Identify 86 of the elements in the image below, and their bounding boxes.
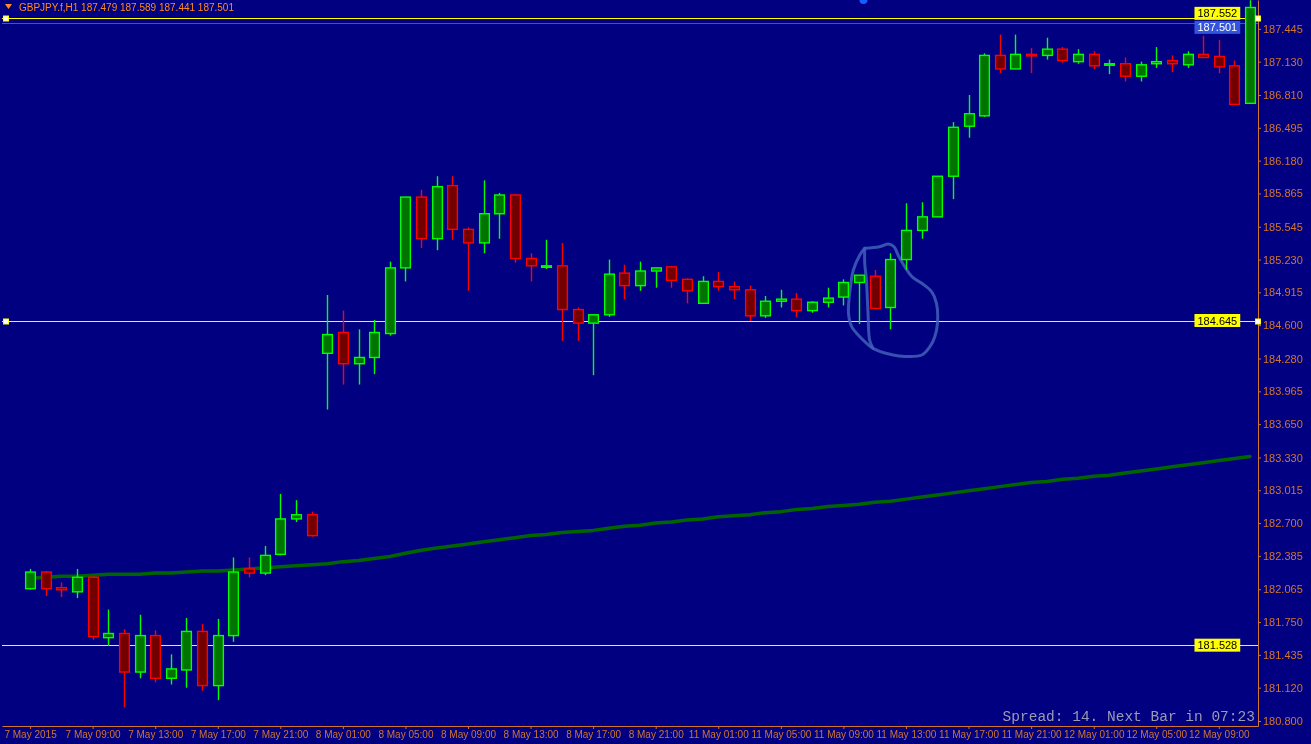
candlestick bbox=[697, 275, 710, 305]
ref-line-label: 187.552 bbox=[1197, 7, 1238, 20]
chart-title: GBPJPY.f,H1 187.479 187.589 187.441 187.501 bbox=[19, 2, 235, 13]
candlestick bbox=[822, 286, 835, 309]
y-tick-label: 183.015 bbox=[1263, 484, 1303, 497]
candlestick bbox=[650, 267, 663, 289]
x-tick-label: 7 May 21:00 bbox=[253, 729, 309, 741]
x-tick-label: 12 May 09:00 bbox=[1189, 729, 1251, 741]
y-tick-label: 184.915 bbox=[1263, 286, 1303, 299]
candlestick bbox=[540, 239, 553, 270]
x-tick-label: 7 May 13:00 bbox=[128, 729, 184, 741]
candlestick bbox=[259, 545, 272, 576]
ref-line-label: 181.528 bbox=[1197, 639, 1238, 652]
y-tick-label: 183.650 bbox=[1263, 418, 1303, 431]
y-tick-label: 182.385 bbox=[1263, 549, 1303, 562]
x-tick-label: 11 May 01:00 bbox=[688, 729, 750, 741]
x-tick-label: 7 May 17:00 bbox=[190, 729, 247, 741]
y-tick-label: 182.065 bbox=[1263, 583, 1303, 596]
y-tick-label: 184.280 bbox=[1263, 352, 1303, 365]
candlestick bbox=[1119, 56, 1132, 83]
y-tick-label: 181.435 bbox=[1263, 648, 1303, 661]
ref-line-label: 184.645 bbox=[1197, 314, 1238, 327]
candlestick bbox=[353, 328, 366, 386]
ref-line-label: 187.501 bbox=[1197, 21, 1238, 34]
candlestick bbox=[102, 608, 115, 647]
x-tick-label: 11 May 13:00 bbox=[876, 729, 937, 741]
y-tick-label: 185.865 bbox=[1263, 187, 1303, 200]
x-tick-label: 11 May 17:00 bbox=[939, 729, 1000, 741]
candlestick bbox=[994, 33, 1007, 74]
x-tick-label: 8 May 01:00 bbox=[315, 729, 372, 741]
candlestick bbox=[759, 295, 772, 319]
y-tick-label: 180.800 bbox=[1263, 715, 1303, 728]
candlestick bbox=[1025, 47, 1038, 74]
candlestick bbox=[40, 570, 53, 597]
y-tick-label: 187.445 bbox=[1263, 22, 1303, 35]
candlestick bbox=[618, 264, 631, 300]
candlestick bbox=[681, 277, 694, 305]
candlestick bbox=[462, 226, 475, 292]
candlestick bbox=[165, 653, 178, 686]
x-tick-label: 11 May 05:00 bbox=[751, 729, 812, 741]
y-tick-label: 187.130 bbox=[1263, 55, 1303, 68]
candlestick bbox=[572, 306, 585, 342]
y-tick-label: 185.230 bbox=[1263, 253, 1303, 266]
candlestick bbox=[963, 94, 976, 139]
candlestick bbox=[1197, 34, 1210, 59]
candlestick bbox=[1213, 39, 1226, 74]
y-tick-label: 184.600 bbox=[1263, 319, 1303, 332]
candlestick bbox=[306, 510, 319, 538]
y-tick-label: 181.750 bbox=[1263, 616, 1303, 629]
x-tick-label: 11 May 21:00 bbox=[1001, 729, 1062, 741]
candlestick bbox=[290, 499, 303, 523]
x-tick-label: 12 May 01:00 bbox=[1063, 729, 1125, 741]
x-tick-label: 8 May 13:00 bbox=[503, 729, 560, 741]
x-tick-label: 8 May 05:00 bbox=[378, 729, 434, 741]
candlestick bbox=[634, 260, 647, 292]
x-tick-label: 7 May 2015 bbox=[4, 729, 58, 741]
candlestick bbox=[712, 271, 725, 292]
y-tick-label: 181.120 bbox=[1263, 681, 1303, 694]
x-tick-label: 11 May 09:00 bbox=[813, 729, 875, 741]
y-tick-label: 186.180 bbox=[1263, 154, 1303, 167]
x-tick-label: 12 May 05:00 bbox=[1126, 729, 1188, 741]
x-tick-label: 8 May 17:00 bbox=[566, 729, 622, 741]
candlestick bbox=[525, 252, 538, 283]
candlestick bbox=[587, 314, 600, 376]
x-tick-label: 7 May 09:00 bbox=[65, 729, 122, 741]
candlestick bbox=[1135, 60, 1148, 83]
candlestick bbox=[321, 294, 334, 411]
y-tick-label: 185.545 bbox=[1263, 220, 1303, 233]
candlestick bbox=[243, 556, 256, 578]
y-tick-label: 182.700 bbox=[1263, 517, 1303, 530]
candlestick bbox=[71, 568, 84, 599]
candlestick bbox=[1009, 33, 1022, 70]
candlestick bbox=[837, 278, 850, 307]
x-tick-label: 8 May 21:00 bbox=[628, 729, 685, 741]
candlestick bbox=[916, 201, 929, 240]
candlestick bbox=[790, 292, 803, 318]
x-tick-label: 8 May 09:00 bbox=[440, 729, 497, 741]
y-tick-label: 186.810 bbox=[1263, 89, 1303, 102]
candlestick bbox=[24, 568, 37, 591]
y-tick-label: 186.495 bbox=[1263, 121, 1303, 134]
annotation: Spread: 14. Next Bar in 07:23 bbox=[1002, 709, 1255, 725]
y-tick-label: 183.965 bbox=[1263, 385, 1303, 398]
candlestick bbox=[853, 274, 866, 325]
y-tick-label: 183.330 bbox=[1263, 451, 1303, 464]
candlestick bbox=[493, 192, 506, 240]
candlestick bbox=[1041, 37, 1054, 61]
